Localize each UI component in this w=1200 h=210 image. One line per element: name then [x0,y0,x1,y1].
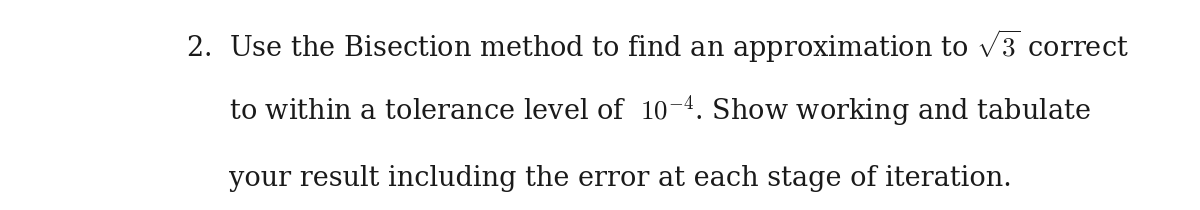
Text: to within a tolerance level of  $10^{-4}$. Show working and tabulate: to within a tolerance level of $10^{-4}$… [186,93,1091,129]
Text: your result including the error at each stage of iteration.: your result including the error at each … [186,165,1012,192]
Text: 2.  Use the Bisection method to find an approximation to $\sqrt{3}$ correct: 2. Use the Bisection method to find an a… [186,27,1129,65]
